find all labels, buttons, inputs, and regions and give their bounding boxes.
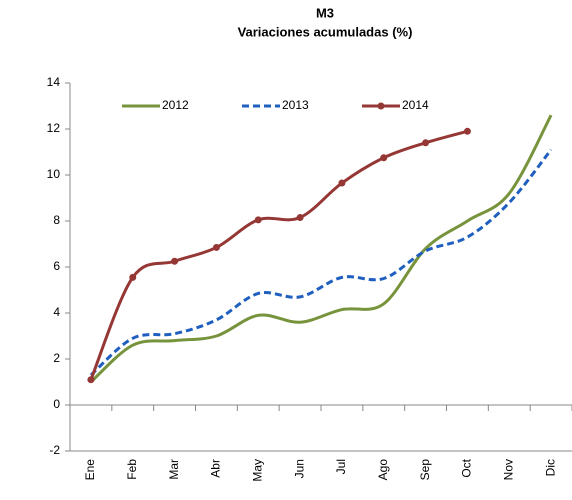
point xyxy=(87,376,95,384)
x-tick-label: Jul xyxy=(334,459,348,474)
point xyxy=(254,216,262,224)
y-tick-label: 2 xyxy=(53,351,60,365)
legend-label: 2013 xyxy=(282,98,309,112)
point xyxy=(129,273,137,281)
x-tick-label: Ene xyxy=(83,459,97,481)
y-tick-label: 14 xyxy=(47,75,61,89)
point xyxy=(338,179,346,187)
point xyxy=(463,127,471,135)
x-tick-label: Mar xyxy=(167,459,181,480)
point xyxy=(422,139,430,147)
legend-marker xyxy=(377,102,385,110)
y-tick-label: 0 xyxy=(53,397,60,411)
y-tick-label: -2 xyxy=(49,443,60,457)
legend-label: 2012 xyxy=(162,98,189,112)
y-tick-label: 12 xyxy=(47,121,61,135)
series-line xyxy=(89,129,468,381)
chart-title: M3 xyxy=(316,5,334,20)
x-tick-label: Feb xyxy=(125,459,139,480)
x-tick-label: Sep xyxy=(418,459,432,481)
point xyxy=(212,243,220,251)
x-tick-label: Abr xyxy=(209,459,223,478)
x-tick-label: Ago xyxy=(376,459,390,481)
x-tick-label: Dic xyxy=(543,459,557,476)
legend-label: 2014 xyxy=(402,98,429,112)
x-tick-label: Jun xyxy=(292,459,306,478)
y-tick-label: 8 xyxy=(53,213,60,227)
x-tick-label: May xyxy=(250,459,264,482)
point xyxy=(296,214,304,222)
y-tick-label: 10 xyxy=(47,167,61,181)
y-tick-label: 6 xyxy=(53,259,60,273)
x-tick-label: Nov xyxy=(501,459,515,480)
x-tick-label: Oct xyxy=(460,458,474,477)
y-tick-label: 4 xyxy=(53,305,60,319)
point xyxy=(380,154,388,162)
series-line xyxy=(89,114,553,384)
point xyxy=(171,257,179,265)
chart-subtitle: Variaciones acumuladas (%) xyxy=(238,24,413,39)
